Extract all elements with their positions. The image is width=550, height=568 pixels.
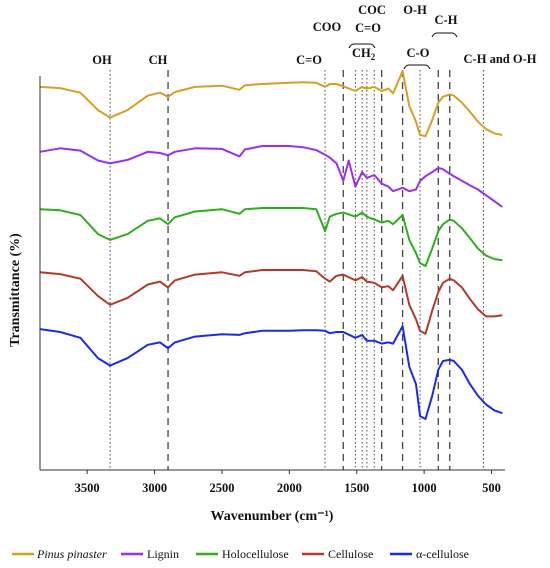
- annotation-coc: COC: [358, 3, 386, 17]
- legend-label-pinus: Pinus pinaster: [36, 547, 107, 561]
- x-tick-label-500: 500: [482, 481, 501, 495]
- series-line--cellulose: [39, 325, 503, 420]
- annotation-ch2: CH2: [352, 46, 376, 62]
- series-line-holocellulose: [39, 207, 503, 267]
- x-tick-label-1000: 1000: [412, 481, 437, 495]
- plot-area: [39, 70, 503, 420]
- series-line-cellulose: [39, 269, 503, 335]
- annotation-c-h: C-H: [435, 13, 458, 27]
- annotation-c-h-and-o-h: C-H and O-H: [464, 52, 537, 66]
- x-axis-ticks: 3500 3000 2500 2000 1500 1000 500: [75, 470, 501, 495]
- annotation-ch: CH: [149, 53, 168, 67]
- bracket-c-o: [403, 64, 431, 70]
- annotation-oh: OH: [92, 53, 112, 67]
- x-tick-label-1500: 1500: [344, 481, 369, 495]
- legend-label-holocellulose: Holocellulose: [222, 547, 289, 561]
- bracket-c-h: [431, 32, 458, 38]
- y-axis-title: Transmittance (%): [8, 233, 23, 347]
- series-line-pinus-pinaster: [39, 70, 503, 138]
- x-tick-label-2000: 2000: [277, 481, 302, 495]
- reference-lines: [109, 70, 484, 470]
- annotation-c-o-1735: C=O: [296, 53, 322, 67]
- x-tick-label-2500: 2500: [209, 481, 234, 495]
- series-line-lignin: [39, 145, 503, 208]
- x-axis-title: Wavenumber (cm⁻¹): [211, 509, 334, 524]
- x-tick-label-3500: 3500: [75, 481, 100, 495]
- x-tick-label-3000: 3000: [142, 481, 167, 495]
- annotation-o-h: O-H: [403, 3, 427, 17]
- legend-label-alpha-cellulose: α-cellulose: [416, 547, 469, 561]
- bracket-ch2: [348, 43, 376, 49]
- annotation-c-o: C-O: [407, 46, 430, 60]
- legend-label-lignin: Lignin: [147, 547, 179, 561]
- legend: Pinus pinaster Lignin Holocellulose Cell…: [12, 547, 469, 561]
- legend-label-cellulose: Cellulose: [328, 547, 373, 561]
- annotation-coo: COO: [313, 20, 342, 34]
- annotation-c-o-1650: C=O: [355, 21, 381, 35]
